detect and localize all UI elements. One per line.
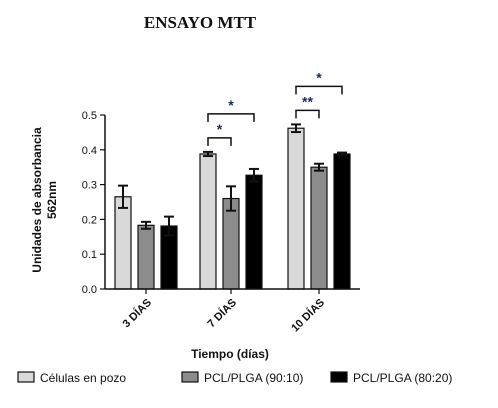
legend-label: PCL/PLGA (90:10)	[204, 371, 303, 385]
y-tick-label: 0.2	[82, 214, 97, 226]
y-axis-title-line-1: Unidades de absorbancia	[30, 127, 44, 273]
bar	[310, 166, 328, 290]
significance-label: *	[316, 69, 322, 85]
chart-title: ENSAYO MTT	[144, 13, 257, 32]
y-tick-label: 0.3	[82, 180, 97, 192]
significance-bracket	[207, 137, 232, 146]
bar	[199, 153, 217, 290]
significance-bracket	[295, 85, 343, 95]
bar	[287, 127, 305, 290]
bar	[137, 224, 155, 290]
bar	[222, 197, 240, 290]
x-axis-title: Tiempo (días)	[191, 347, 269, 361]
significance-label: **	[302, 93, 313, 109]
y-tick-label: 0.1	[82, 249, 97, 261]
y-tick-label: 0.4	[82, 145, 97, 157]
significance-bracket	[295, 109, 320, 119]
y-tick-label: 0.5	[82, 110, 97, 122]
significance-label: *	[217, 121, 223, 137]
legend: Células en pozo PCL/PLGA (90:10) PCL/PLGA …	[17, 371, 452, 385]
legend-swatch	[181, 371, 199, 383]
category-label: 7 DÍAS	[205, 296, 239, 330]
bar	[245, 174, 263, 290]
significance-bracket	[207, 113, 255, 122]
significance-label: *	[228, 97, 234, 113]
y-axis-title-line-2: 562nm	[45, 181, 59, 219]
y-tick-label: 0.0	[82, 284, 97, 296]
bar	[114, 196, 132, 290]
legend-label: Células en pozo	[40, 371, 126, 385]
legend-swatch	[17, 371, 35, 383]
bar	[333, 153, 351, 290]
category-label: 3 DÍAS	[120, 296, 154, 330]
legend-swatch	[330, 371, 348, 383]
plot-area: 0.00.10.20.30.40.53 DÍAS 7 DÍAS 10 DÍAS** *…	[82, 69, 360, 335]
y-axis-title: Unidades de absorbancia 562nm	[30, 127, 59, 273]
legend-label: PCL/PLGA (80:20)	[353, 371, 452, 385]
category-label: 10 DÍAS	[289, 296, 328, 335]
